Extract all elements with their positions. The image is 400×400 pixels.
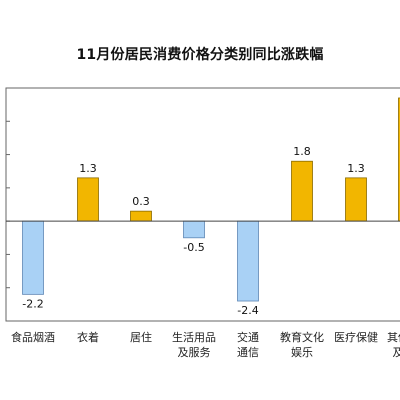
bar-value-label: 0.3 — [132, 195, 150, 208]
bar-value-label: -2.2 — [22, 297, 43, 310]
bar-value-label: -2.4 — [237, 304, 258, 317]
x-axis-tick-label: 娱乐 — [291, 345, 313, 359]
x-axis-tick-label: 衣着 — [77, 330, 99, 344]
bar — [77, 177, 99, 222]
x-axis-tick-label: 居住 — [130, 330, 152, 344]
chart-title: 11月份居民消费价格分类别同比涨跌幅 — [76, 47, 324, 63]
plot-frame — [5, 87, 400, 322]
x-axis-tick-label: 医疗保健 — [334, 330, 378, 344]
bar-value-label: -0.5 — [183, 241, 204, 254]
bar — [22, 220, 44, 295]
bar — [291, 160, 313, 222]
bar — [237, 220, 259, 302]
bar — [398, 97, 400, 222]
bar-value-label: 1.3 — [347, 162, 365, 175]
axis-layer — [6, 87, 400, 322]
x-axis-tick-label: 教育文化 — [280, 330, 324, 344]
x-axis-tick-label: 通信 — [237, 346, 259, 359]
plot-border — [5, 87, 400, 322]
x-axis-tick-label: 交通 — [237, 330, 259, 344]
x-axis-tick-label: 及服务 — [393, 346, 400, 359]
bar — [345, 177, 367, 222]
x-axis-tick-label: 及服务 — [178, 346, 211, 359]
bars-layer — [22, 97, 400, 302]
x-axis-tick-label: 食品烟酒 — [11, 330, 55, 344]
x-axis-tick-label: 其他用品 — [387, 331, 400, 344]
x-axis-tick-label: 生活用品 — [172, 330, 216, 344]
bar-value-label: 1.3 — [79, 162, 97, 175]
bar — [130, 210, 152, 222]
bar — [183, 220, 205, 239]
bar-value-label: 1.8 — [293, 145, 311, 158]
